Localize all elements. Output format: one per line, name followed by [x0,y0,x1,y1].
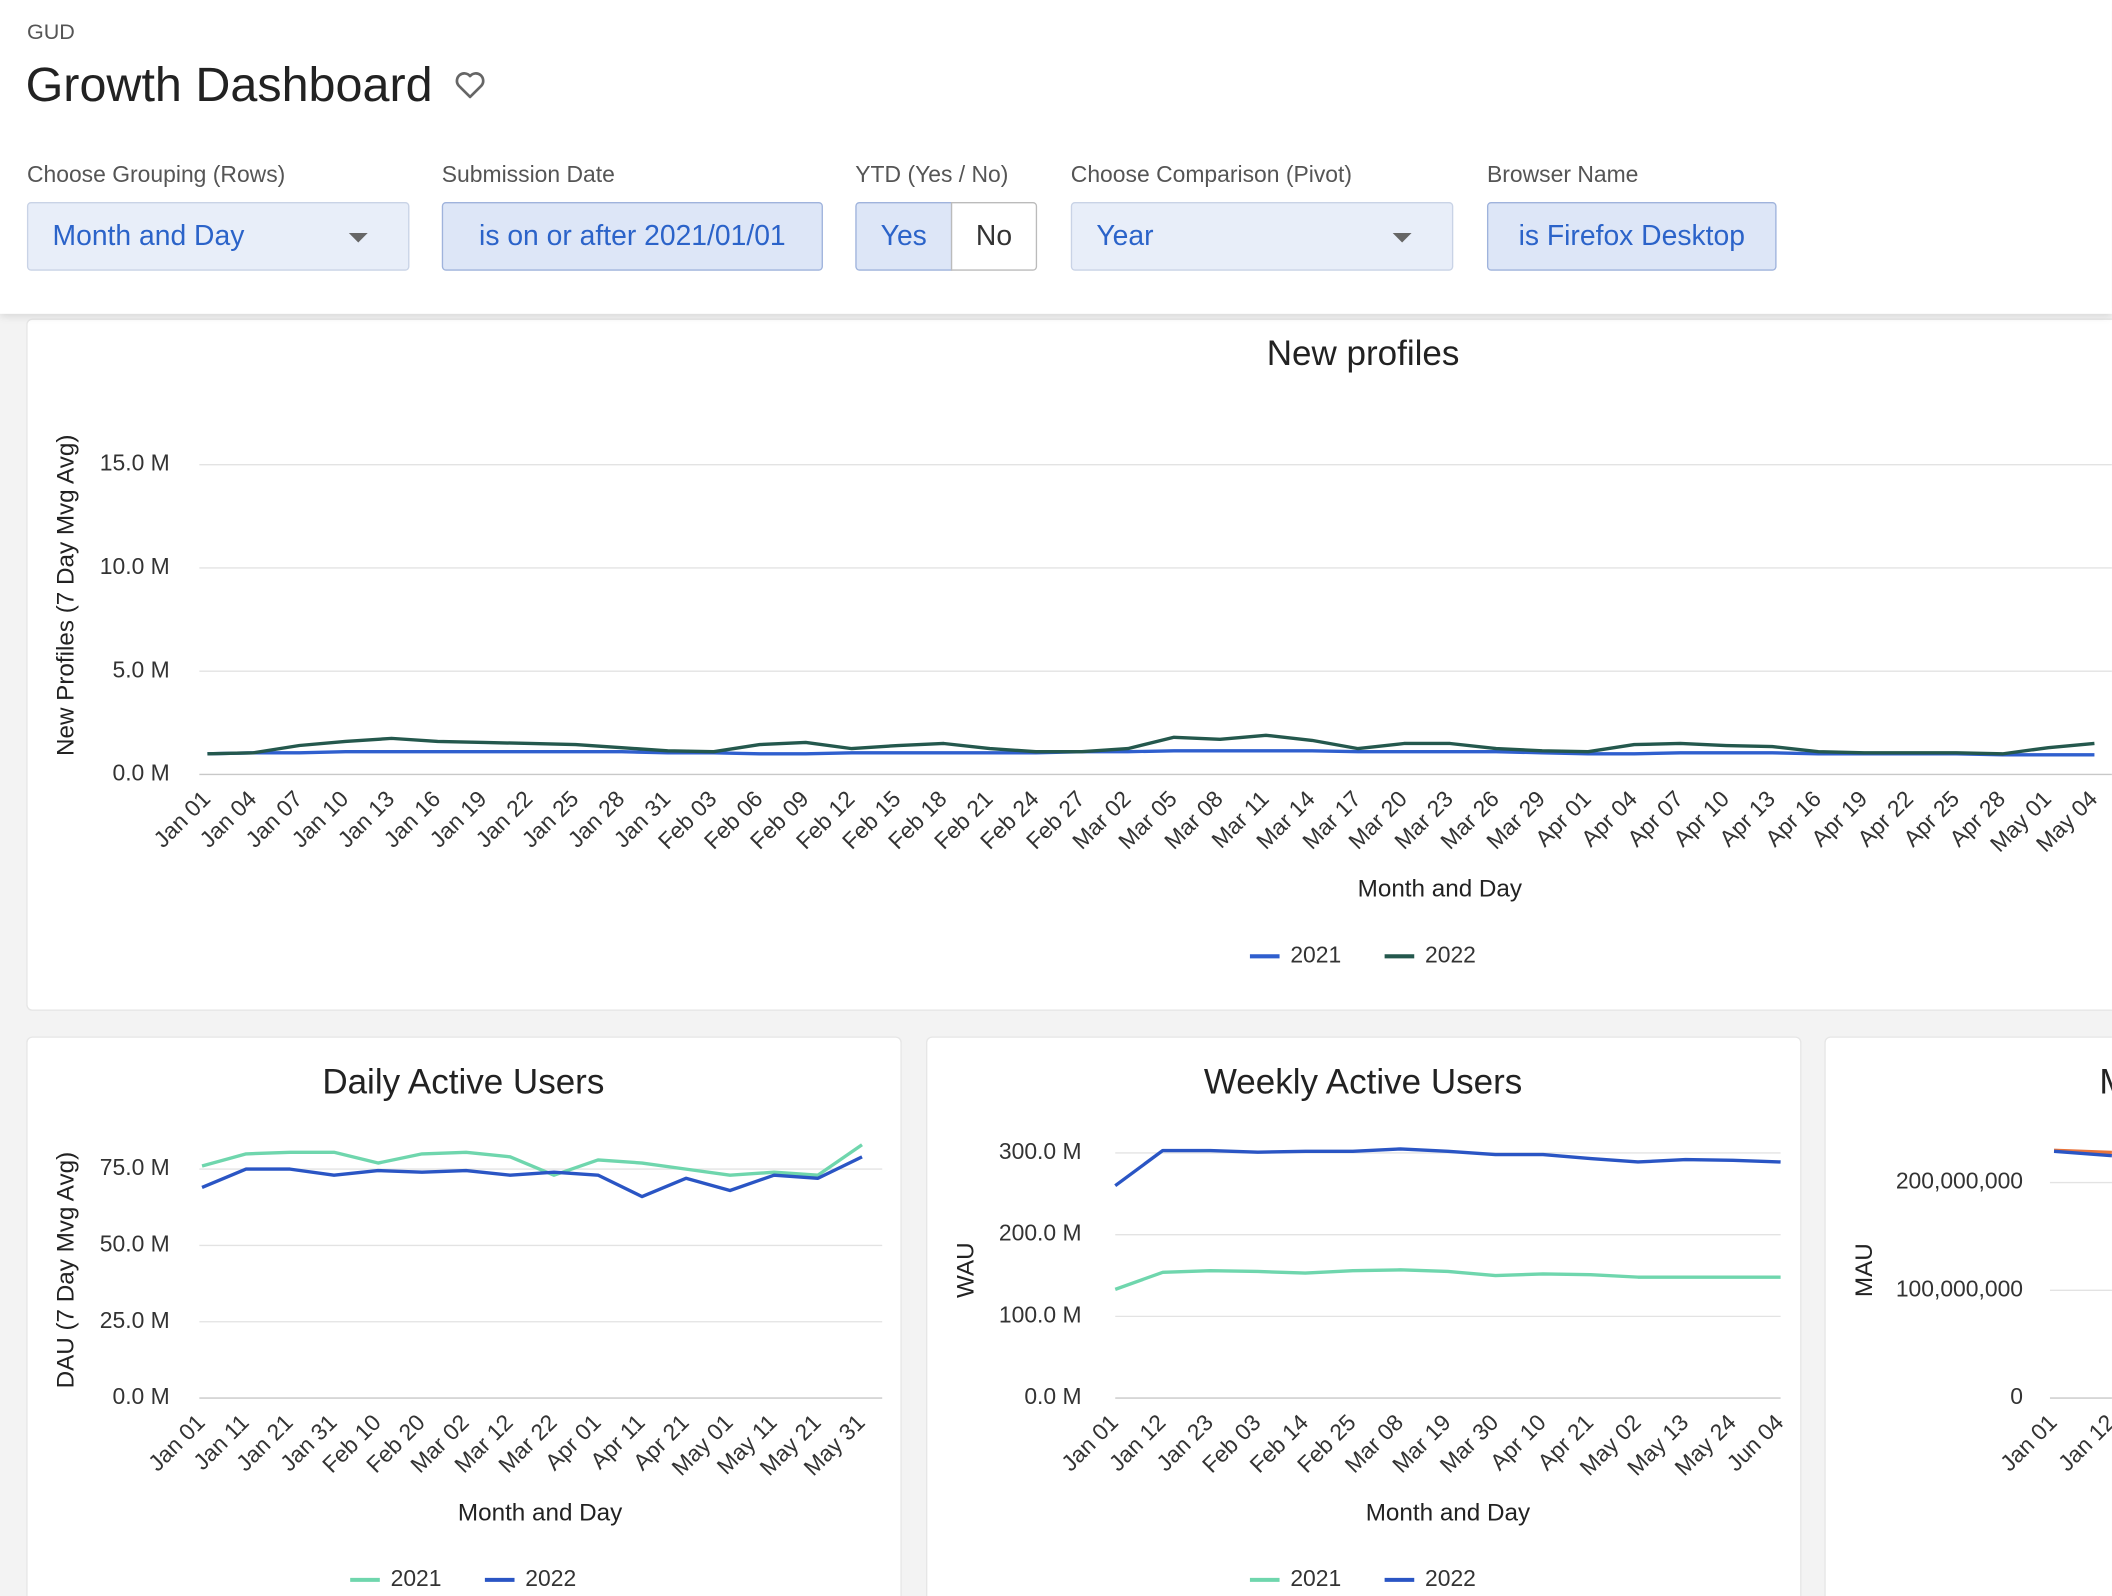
y-tick-label: 200.0 M [999,1220,1082,1246]
y-tick-label: 10.0 M [100,553,170,579]
filter-dropdown[interactable]: Year [1071,202,1454,271]
y-tick-label: 50.0 M [100,1230,170,1256]
x-axis-title: Month and Day [458,1499,623,1526]
dashboard-title: Growth Dashboard [26,57,433,114]
filter-value: is Firefox Desktop [1519,221,1745,252]
chart-title: Weekly Active Users [1204,1063,1522,1102]
y-tick-label: 100,000,000 [1896,1275,2023,1301]
filter-button[interactable]: is on or after 2021/01/01 [442,202,823,271]
y-tick-label: 75.0 M [100,1154,170,1180]
toggle-option[interactable]: Yes [855,202,952,271]
chart-card [27,319,2112,1010]
filter-label: Choose Grouping (Rows) [27,162,285,189]
toggle-option[interactable]: No [951,202,1037,271]
chart-title: Monthly Active Users [2099,1063,2112,1102]
y-tick-label: 5.0 M [112,656,169,682]
y-tick-label: 0.0 M [112,1383,169,1409]
x-axis-title: Month and Day [1358,876,1523,903]
breadcrumb[interactable]: GUD [27,22,75,46]
y-axis-title: MAU [1851,1243,1878,1297]
legend-label: 2022 [1425,1565,1476,1591]
filter-label: YTD (Yes / No) [855,162,1008,189]
chart-title: Daily Active Users [322,1063,604,1102]
y-tick-label: 200,000,000 [1896,1168,2023,1194]
y-tick-label: 15.0 M [100,450,170,476]
legend-label: 2021 [1290,1565,1341,1591]
legend-label: 2022 [525,1565,576,1591]
filter-button[interactable]: is Firefox Desktop [1487,202,1777,271]
y-axis-title: New Profiles (7 Day Mvg Avg) [53,435,80,756]
filter-value: Year [1096,221,1153,252]
y-tick-label: 300.0 M [999,1138,1082,1164]
chart-card [1825,1037,2112,1596]
y-tick-label: 0 [2010,1383,2023,1409]
y-tick-label: 100.0 M [999,1301,1082,1327]
y-tick-label: 0.0 M [1024,1383,1081,1409]
x-axis-title: Month and Day [1366,1499,1531,1526]
favorite-icon[interactable] [454,70,486,100]
legend-label: 2021 [391,1565,442,1591]
chart-title: New profiles [1267,334,1460,373]
filter-label: Choose Comparison (Pivot) [1071,162,1352,189]
y-tick-label: 25.0 M [100,1307,170,1333]
y-axis-title: DAU (7 Day Mvg Avg) [53,1152,80,1389]
y-tick-label: 0.0 M [112,760,169,786]
filter-value: is on or after 2021/01/01 [479,221,786,252]
filter-label: Browser Name [1487,162,1638,189]
y-axis-title: WAU [952,1242,979,1298]
header: GUD Growth Dashboard Choose Grouping (Ro… [0,0,2112,314]
filter-dropdown[interactable]: Month and Day [27,202,410,271]
legend-label: 2022 [1425,941,1476,967]
filter-label: Submission Date [442,162,615,189]
legend-label: 2021 [1290,941,1341,967]
filter-value: Month and Day [53,221,245,252]
